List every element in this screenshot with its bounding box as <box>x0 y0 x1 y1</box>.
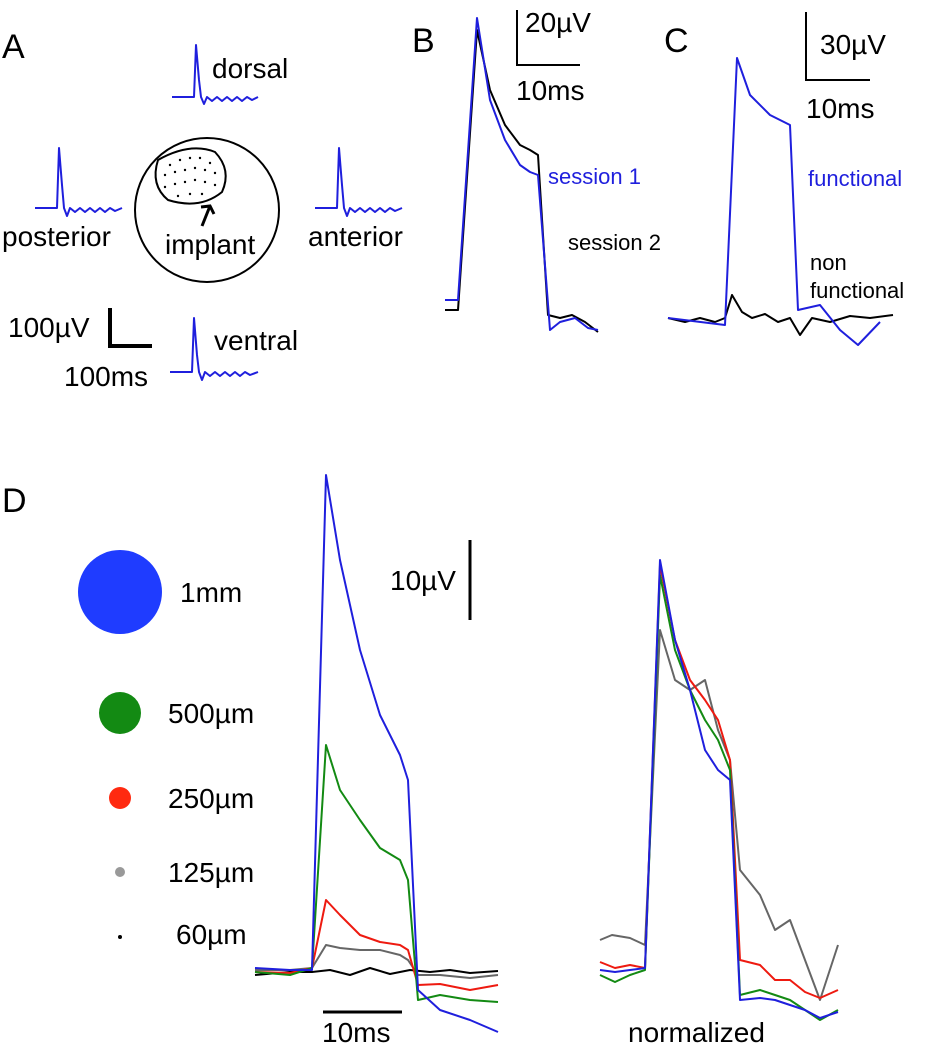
panel-b: B 20µV 10ms session 1 session 2 <box>412 7 661 333</box>
scale-label: 100µV <box>8 312 90 343</box>
trace-500um-norm <box>599 574 839 1021</box>
spot-label: 500µm <box>168 698 254 729</box>
scale-label: 10ms <box>322 1017 390 1048</box>
trace-1mm-norm <box>599 559 839 1019</box>
panel-label: B <box>412 22 435 60</box>
trace-non-functional <box>667 294 894 336</box>
brain-outline <box>134 137 280 283</box>
trace-session-1 <box>445 17 599 331</box>
trace-label: session 1 <box>548 164 641 189</box>
scale-label: 10µV <box>390 565 456 596</box>
scale-label: 100ms <box>64 361 148 392</box>
spot-icon <box>99 692 141 734</box>
panel-label: A <box>2 28 25 66</box>
direction-label: dorsal <box>212 53 288 84</box>
trace-label: session 2 <box>568 230 661 255</box>
scale-bar <box>805 12 870 81</box>
spot-icon <box>78 550 162 634</box>
trace-500um <box>254 744 499 1003</box>
spot-icon <box>118 935 122 939</box>
trace-functional <box>667 57 881 346</box>
scale-label: 10ms <box>806 93 874 124</box>
panel-a: A implant dorsal posterior anterior vent… <box>2 28 403 392</box>
scale-label: 20µV <box>525 7 591 38</box>
panel-c: C 30µV 10ms functional non functional <box>664 12 904 346</box>
implant-label: implant <box>165 229 255 260</box>
scale-label: 10ms <box>516 75 584 106</box>
panel-label: C <box>664 22 689 60</box>
implant-arrow <box>200 204 216 227</box>
implant-area <box>154 147 227 205</box>
spot-icon <box>109 787 131 809</box>
trace-label: functional <box>808 166 902 191</box>
spot-label: 1mm <box>180 577 242 608</box>
trace-anterior <box>315 147 403 217</box>
trace-dorsal <box>172 44 259 105</box>
spot-label: 125µm <box>168 857 254 888</box>
trace-label: functional <box>810 278 904 303</box>
trace-label: non <box>810 250 847 275</box>
spot-icon <box>115 867 125 877</box>
panel-label: D <box>2 482 27 520</box>
trace-250um-norm <box>599 564 839 999</box>
spot-label: 60µm <box>176 919 247 950</box>
scale-bar <box>516 10 580 66</box>
trace-60um <box>254 967 499 976</box>
direction-label: ventral <box>214 325 298 356</box>
trace-ventral <box>170 317 259 381</box>
spot-label: 250µm <box>168 783 254 814</box>
trace-1mm <box>254 474 499 1033</box>
direction-label: anterior <box>308 221 403 252</box>
trace-125um-norm <box>599 629 839 1001</box>
trace-posterior <box>35 147 123 217</box>
panel-d: D 1mm 500µm 250µm 125µm 60µm 10µV 10ms n… <box>2 474 839 1048</box>
scale-label: 30µV <box>820 29 886 60</box>
scale-bar <box>108 308 152 348</box>
implant-dots <box>163 156 217 198</box>
normalized-label: normalized <box>628 1017 765 1048</box>
direction-label: posterior <box>2 221 111 252</box>
